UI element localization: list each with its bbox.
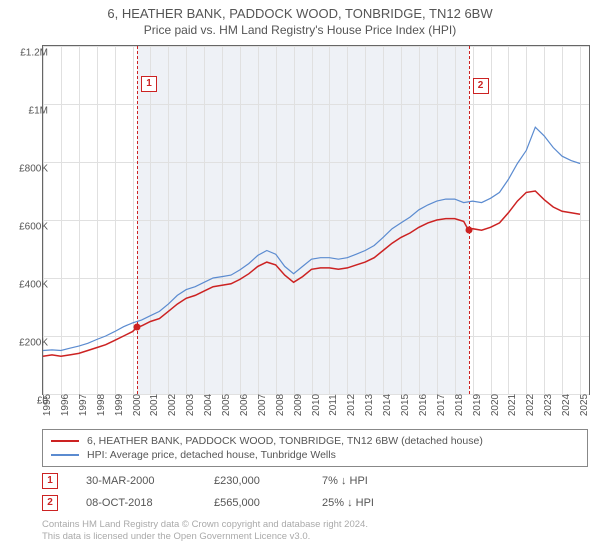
x-axis-tick-label: 2016 xyxy=(418,394,429,416)
chart-plot-area: 12 xyxy=(42,45,590,395)
series-hpi xyxy=(43,127,580,350)
x-axis-tick-label: 2001 xyxy=(149,394,160,416)
sale-row: 2 08-OCT-2018 £565,000 25% ↓ HPI xyxy=(42,495,588,511)
y-axis-tick-label: £400K xyxy=(19,280,48,291)
x-axis-tick-label: 1996 xyxy=(60,394,71,416)
x-axis-tick-label: 2023 xyxy=(543,394,554,416)
sale-row-date: 08-OCT-2018 xyxy=(86,497,186,509)
x-axis-tick-label: 2012 xyxy=(346,394,357,416)
legend-row: 6, HEATHER BANK, PADDOCK WOOD, TONBRIDGE… xyxy=(51,434,579,448)
title-line-2: Price paid vs. HM Land Registry's House … xyxy=(0,23,600,37)
sale-row-delta: 7% ↓ HPI xyxy=(322,475,368,487)
legend-row: HPI: Average price, detached house, Tunb… xyxy=(51,448,579,462)
y-axis-tick-label: £800K xyxy=(19,164,48,175)
sale-dot xyxy=(133,324,140,331)
y-axis-tick-label: £200K xyxy=(19,338,48,349)
sale-row-price: £565,000 xyxy=(214,497,294,509)
x-axis-tick-label: 1997 xyxy=(78,394,89,416)
x-axis-tick-label: 2006 xyxy=(239,394,250,416)
x-axis-tick-label: 2009 xyxy=(293,394,304,416)
x-axis-tick-label: 2017 xyxy=(436,394,447,416)
legend-label: 6, HEATHER BANK, PADDOCK WOOD, TONBRIDGE… xyxy=(87,435,483,447)
legend: 6, HEATHER BANK, PADDOCK WOOD, TONBRIDGE… xyxy=(42,429,588,467)
x-axis-tick-label: 2010 xyxy=(311,394,322,416)
y-axis-tick-label: £1M xyxy=(29,106,48,117)
x-axis-tick-label: 2000 xyxy=(132,394,143,416)
sale-row: 1 30-MAR-2000 £230,000 7% ↓ HPI xyxy=(42,473,588,489)
x-axis-tick-label: 2015 xyxy=(400,394,411,416)
x-axis-tick-label: 2020 xyxy=(490,394,501,416)
attribution-footer: Contains HM Land Registry data © Crown c… xyxy=(42,519,588,544)
sale-row-delta: 25% ↓ HPI xyxy=(322,497,374,509)
x-axis-tick-label: 2008 xyxy=(275,394,286,416)
sale-dot xyxy=(465,227,472,234)
x-axis-tick-label: 1995 xyxy=(42,394,53,416)
x-axis-tick-label: 2005 xyxy=(221,394,232,416)
x-axis-tick-label: 2024 xyxy=(561,394,572,416)
x-axis-tick-label: 2018 xyxy=(454,394,465,416)
legend-label: HPI: Average price, detached house, Tunb… xyxy=(87,449,336,461)
footer-line-2: This data is licensed under the Open Gov… xyxy=(42,531,588,543)
x-axis-tick-label: 2019 xyxy=(472,394,483,416)
sale-row-date: 30-MAR-2000 xyxy=(86,475,186,487)
x-axis-tick-label: 2007 xyxy=(257,394,268,416)
title-line-1: 6, HEATHER BANK, PADDOCK WOOD, TONBRIDGE… xyxy=(0,6,600,21)
sale-row-marker: 1 xyxy=(42,473,58,489)
legend-swatch xyxy=(51,454,79,456)
sale-row-marker: 2 xyxy=(42,495,58,511)
x-axis-tick-label: 2003 xyxy=(185,394,196,416)
x-axis-tick-label: 2004 xyxy=(203,394,214,416)
series-property xyxy=(43,191,580,356)
y-axis-tick-label: £1.2M xyxy=(20,48,48,59)
x-axis-tick-label: 2011 xyxy=(328,394,339,416)
x-axis-tick-label: 1998 xyxy=(96,394,107,416)
x-axis-tick-label: 2013 xyxy=(364,394,375,416)
y-axis-tick-label: £600K xyxy=(19,222,48,233)
x-axis-tick-label: 2014 xyxy=(382,394,393,416)
x-axis-tick-label: 2025 xyxy=(579,394,590,416)
x-axis-tick-label: 2002 xyxy=(167,394,178,416)
x-axis-tick-label: 2022 xyxy=(525,394,536,416)
legend-swatch xyxy=(51,440,79,442)
x-axis-tick-label: 1999 xyxy=(114,394,125,416)
footer-line-1: Contains HM Land Registry data © Crown c… xyxy=(42,519,588,531)
sale-row-price: £230,000 xyxy=(214,475,294,487)
x-axis-tick-label: 2021 xyxy=(507,394,518,416)
